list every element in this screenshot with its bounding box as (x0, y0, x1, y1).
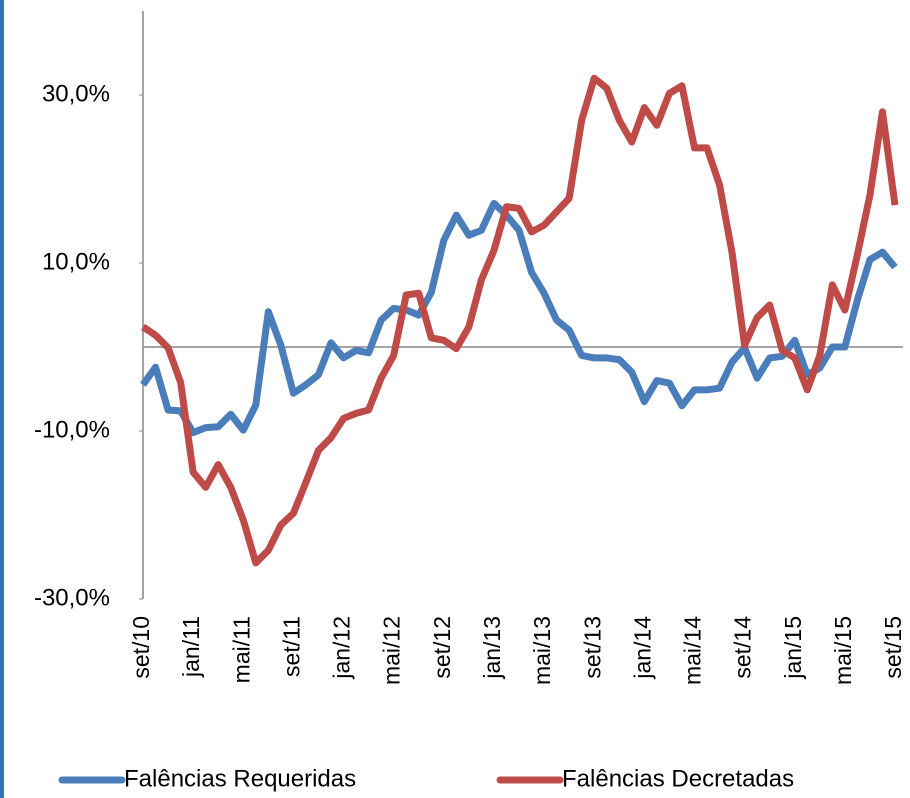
x-tick-label: jan/13 (479, 616, 505, 680)
series-line (140, 199, 898, 437)
x-tick-label: set/11 (278, 616, 304, 677)
x-tick-label: jan/14 (629, 616, 655, 680)
y-tick-label: 30,0% (42, 80, 110, 107)
legend-label: Falências Decretadas (562, 765, 794, 792)
x-tick-label: set/15 (880, 616, 906, 679)
x-tick-label: set/10 (128, 616, 154, 679)
x-tick-label: set/13 (579, 616, 605, 679)
series-line (141, 74, 899, 567)
x-tick-label: jan/15 (780, 616, 806, 680)
x-tick-label: set/12 (429, 616, 455, 679)
legend-label: Falências Requeridas (124, 765, 356, 792)
frame-border (0, 0, 4, 798)
y-tick-label: -10,0% (34, 416, 110, 443)
x-tick-label: mai/12 (379, 616, 405, 685)
x-tick-label: mai/11 (228, 616, 254, 683)
x-tick-label: mai/15 (830, 616, 856, 685)
x-tick-label: set/14 (730, 616, 756, 679)
x-tick-label: mai/13 (529, 616, 555, 685)
x-tick-label: jan/11 (178, 616, 204, 678)
x-tick-label: jan/12 (329, 616, 355, 680)
x-tick-label: mai/14 (680, 616, 706, 685)
y-tick-label: -30,0% (34, 584, 110, 611)
y-tick-label: 10,0% (42, 248, 110, 275)
